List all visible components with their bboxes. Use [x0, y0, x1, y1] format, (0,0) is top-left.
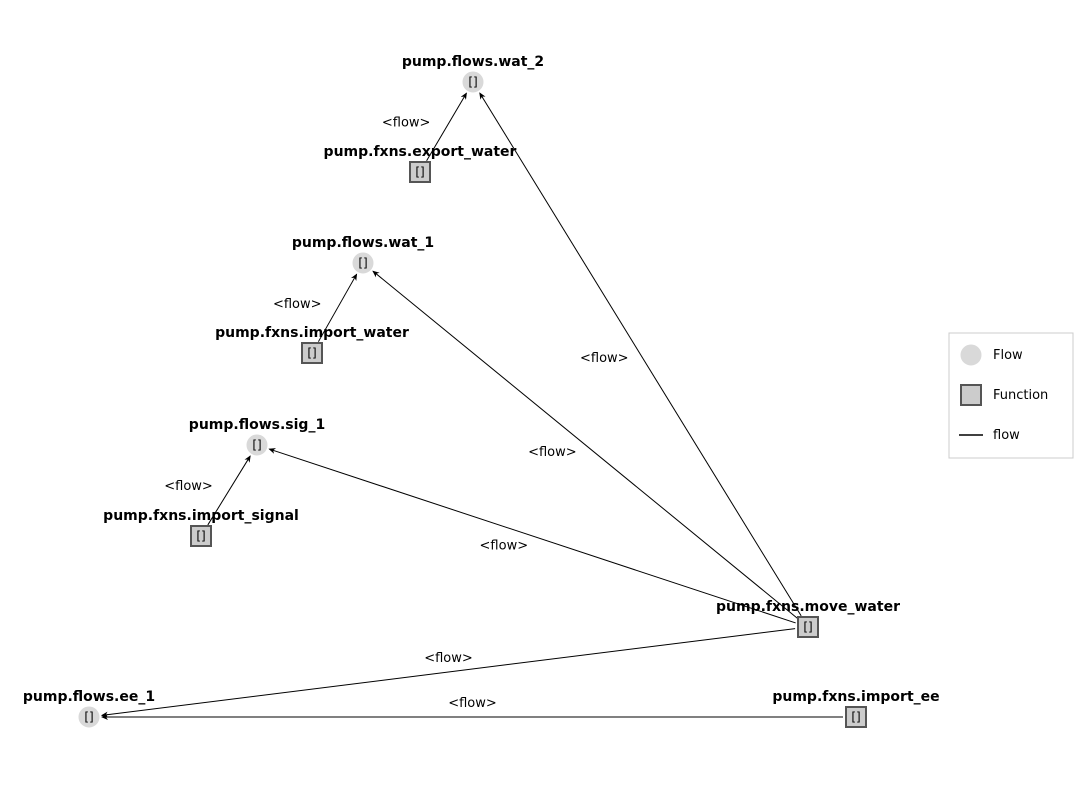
function-node: pump.fxns.move_water []: [716, 599, 900, 637]
node-title: pump.flows.wat_2: [402, 54, 544, 70]
node-sublabel: []: [803, 620, 812, 634]
node-sublabel: []: [84, 710, 93, 724]
node-sublabel: []: [196, 529, 205, 543]
legend-function-icon: [961, 385, 981, 405]
node-sublabel: []: [851, 710, 860, 724]
legend-label: flow: [993, 428, 1020, 443]
node-title: pump.flows.sig_1: [189, 417, 325, 433]
function-node: pump.fxns.import_water []: [215, 325, 409, 363]
node-sublabel: []: [358, 256, 367, 270]
node-sublabel: []: [468, 75, 477, 89]
node-title: pump.fxns.move_water: [716, 599, 900, 615]
node-title: pump.fxns.export_water: [324, 144, 517, 160]
diagram-canvas: <flow> <flow> <flow> <flow> <flow> <flow> <flo…: [0, 0, 1082, 790]
edge-label: <flow>: [528, 445, 577, 460]
function-node: pump.fxns.export_water []: [324, 144, 517, 182]
node-sublabel: []: [307, 346, 316, 360]
node-sublabel: []: [252, 438, 261, 452]
edge: [373, 271, 798, 619]
legend-flow-icon: [961, 345, 981, 365]
node-title: pump.flows.wat_1: [292, 235, 434, 251]
function-node: pump.fxns.import_ee []: [772, 689, 939, 727]
edge-label: <flow>: [448, 696, 497, 711]
edge-label: <flow>: [164, 479, 213, 494]
legend-label: Flow: [993, 348, 1023, 363]
edges-layer: <flow> <flow> <flow> <flow> <flow> <flow> <flo…: [102, 93, 843, 717]
legend-label: Function: [993, 388, 1048, 403]
node-title: pump.fxns.import_water: [215, 325, 409, 341]
node-title: pump.flows.ee_1: [23, 689, 155, 705]
legend: Flow Function flow: [949, 333, 1073, 458]
flow-node: pump.flows.sig_1 []: [189, 417, 325, 455]
node-title: pump.fxns.import_signal: [103, 508, 299, 524]
edge-label: <flow>: [382, 116, 431, 131]
flow-node: pump.flows.wat_1 []: [292, 235, 434, 273]
edge: [269, 449, 795, 623]
edge-label: <flow>: [480, 538, 529, 553]
node-sublabel: []: [415, 165, 424, 179]
edge-label: <flow>: [273, 297, 322, 312]
function-node: pump.fxns.import_signal []: [103, 508, 299, 546]
edge-label: <flow>: [424, 651, 473, 666]
flow-node: pump.flows.wat_2 []: [402, 54, 544, 92]
node-title: pump.fxns.import_ee: [772, 689, 939, 705]
edge-label: <flow>: [580, 351, 629, 366]
flow-node: pump.flows.ee_1 []: [23, 689, 155, 727]
nodes-layer: pump.flows.wat_2[]pump.fxns.export_water…: [23, 54, 940, 727]
